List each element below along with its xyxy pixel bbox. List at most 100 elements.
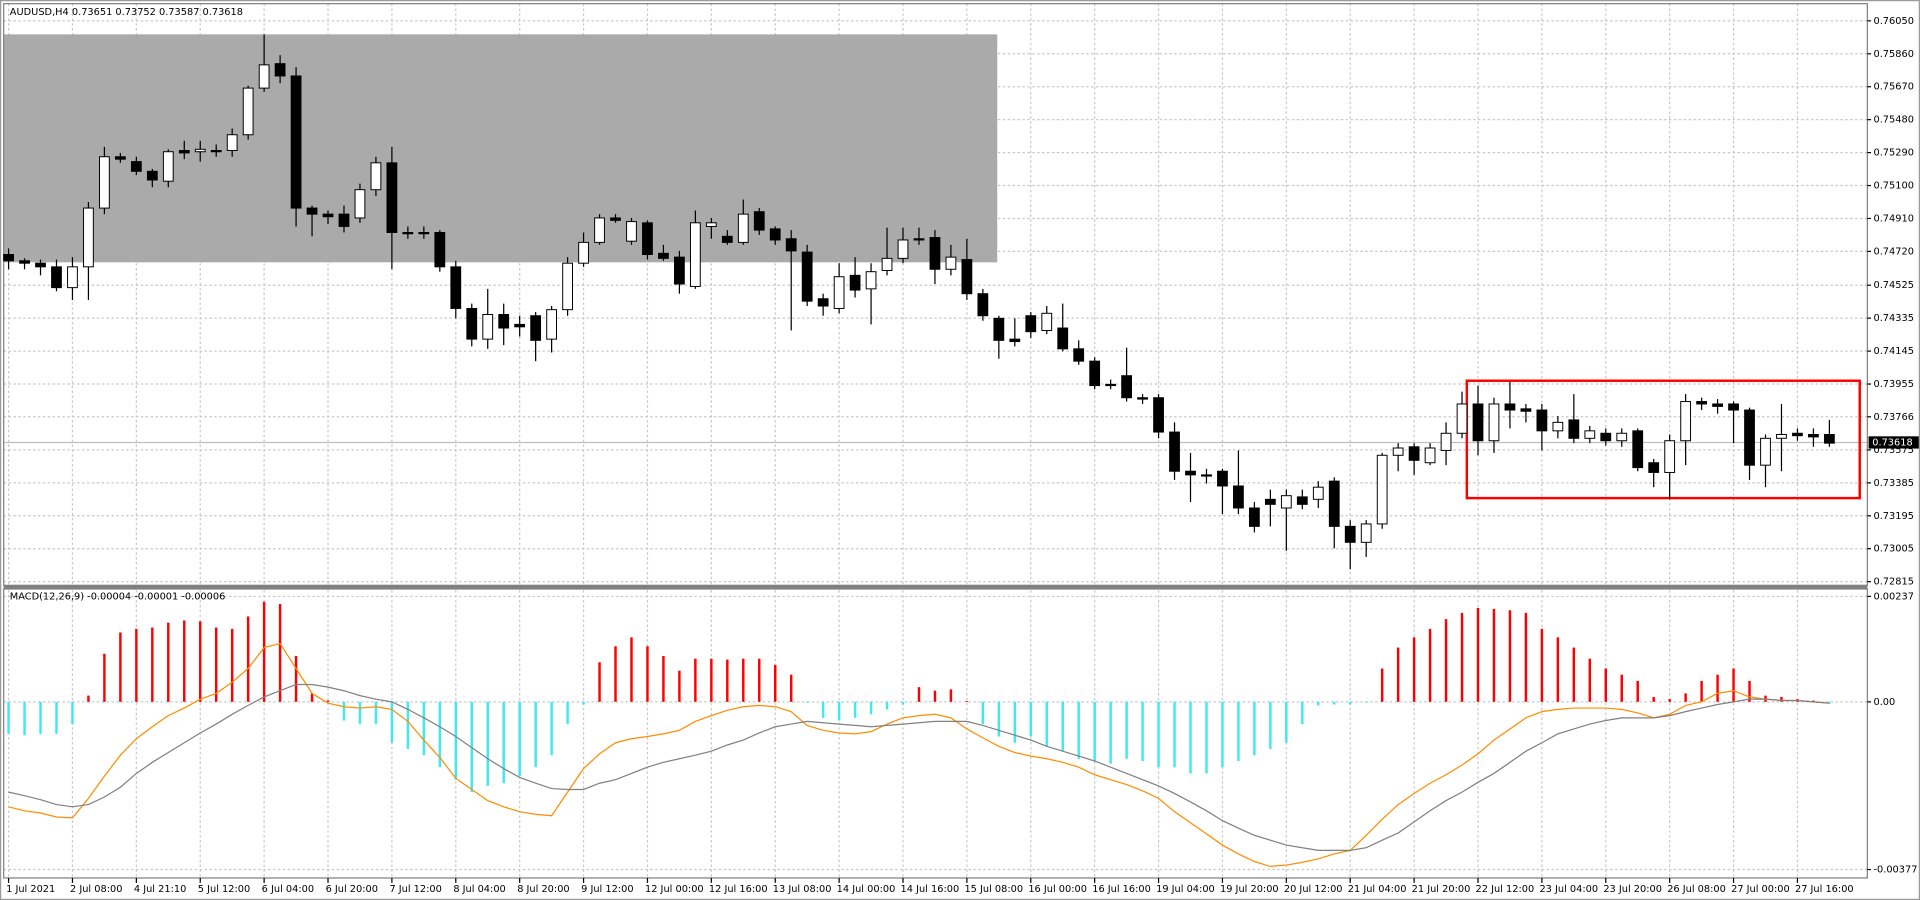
histogram-bar (1620, 674, 1623, 702)
histogram-bar (230, 628, 234, 702)
candle-body (35, 262, 46, 268)
x-tick-label: 9 Jul 12:00 (581, 884, 633, 895)
histogram-bar (1556, 637, 1560, 702)
candle-body (1121, 375, 1133, 399)
candle-body (1472, 403, 1484, 442)
candle-body (737, 213, 749, 243)
x-tick-label: 23 Jul 04:00 (1539, 884, 1598, 895)
candle-body (19, 260, 30, 264)
x-tick-label: 2 Jul 08:00 (70, 884, 122, 895)
candle-body (386, 162, 398, 234)
y-tick-label: 0.75480 (1873, 115, 1913, 126)
candle-body (482, 314, 494, 340)
candle-body (1600, 432, 1612, 442)
x-tick-label: 1 Jul 2021 (6, 884, 55, 895)
histogram-bar (454, 701, 458, 780)
y-tick-label: 0.73766 (1873, 412, 1913, 423)
y-tick-label: 0.76050 (1873, 16, 1913, 27)
candle-body (1728, 403, 1739, 411)
candle-body (1632, 430, 1644, 469)
candle-body (929, 237, 941, 270)
x-tick-label: 19 Jul 20:00 (1220, 884, 1279, 895)
candle-body (689, 222, 701, 287)
histogram-bar (821, 701, 825, 718)
candle-body (626, 221, 637, 242)
candle-body (705, 222, 717, 227)
candle-body (1280, 495, 1292, 509)
histogram-bar (550, 701, 553, 756)
y-tick-label: 0.73385 (1873, 478, 1913, 489)
candle-body (1073, 348, 1085, 362)
candle-body (1680, 401, 1692, 442)
candle-body (1568, 419, 1580, 439)
histogram-bar (390, 701, 394, 743)
candle-body (833, 276, 845, 309)
candle-body (1105, 383, 1117, 387)
histogram-bar (598, 662, 601, 702)
candle-body (1584, 430, 1596, 439)
candle-body (945, 256, 957, 270)
candle-body (242, 87, 254, 136)
histogram-bar (1540, 628, 1544, 702)
candle-body (1408, 446, 1420, 461)
histogram-bar (917, 687, 921, 702)
histogram-bar (1668, 699, 1671, 702)
candle-body (642, 222, 653, 256)
candle-body (306, 207, 318, 215)
histogram-bar (358, 701, 362, 725)
x-tick-label: 14 Jul 16:00 (901, 884, 960, 895)
histogram-bar (1380, 668, 1384, 702)
candle-body (1249, 507, 1260, 527)
candle-body (913, 238, 925, 241)
candle-body (1776, 433, 1787, 439)
y-tick-label: -0.00377 (1873, 865, 1917, 876)
candle-body (881, 257, 893, 271)
y-tick-label: 0.72815 (1873, 577, 1913, 588)
y-tick-label: 0.74145 (1873, 346, 1913, 357)
x-tick-label: 22 Jul 12:00 (1476, 884, 1535, 895)
histogram-bar (1588, 658, 1592, 702)
histogram-bar (1684, 693, 1687, 702)
last-price-box (1868, 436, 1919, 449)
candle-body (658, 252, 669, 259)
histogram-bar (1444, 619, 1448, 702)
histogram-bar (981, 701, 985, 725)
candle-body (1344, 525, 1356, 543)
candle-body (546, 309, 558, 340)
x-tick-label: 6 Jul 04:00 (262, 884, 314, 895)
histogram-bar (1061, 701, 1064, 752)
histogram-bar (837, 701, 841, 721)
candle-body (1456, 403, 1468, 434)
y-tick-label: 0.73195 (1873, 511, 1913, 522)
x-tick-label: 6 Jul 20:00 (326, 884, 378, 895)
histogram-bar (214, 627, 218, 702)
x-tick-label: 16 Jul 16:00 (1092, 884, 1151, 895)
y-tick-label: 0.00 (1873, 697, 1895, 708)
histogram-bar (1285, 701, 1288, 743)
histogram-bar (1780, 696, 1783, 702)
histogram-bar (1652, 696, 1655, 702)
histogram-bar (1301, 701, 1304, 725)
histogram-bar (1524, 612, 1528, 702)
candle-body (865, 271, 877, 290)
candle-body (1520, 408, 1532, 412)
histogram-bar (1077, 701, 1080, 759)
y-tick-label: 0.73575 (1873, 445, 1913, 456)
histogram-bar (1317, 701, 1320, 706)
histogram-bar (1349, 701, 1352, 705)
histogram-bar (774, 664, 777, 702)
histogram-bar (1748, 680, 1751, 702)
histogram-bar (1173, 701, 1176, 768)
histogram-bar (742, 658, 745, 702)
histogram-bar (39, 701, 42, 734)
histogram-bar (662, 656, 665, 702)
candle-body (1233, 485, 1244, 509)
candle-body (530, 315, 542, 341)
histogram-bar (694, 658, 697, 702)
candle-body (162, 151, 174, 182)
candle-body (67, 266, 78, 289)
histogram-bar (1732, 668, 1735, 702)
y-tick-label: 0.73955 (1873, 379, 1913, 390)
histogram-bar (789, 674, 793, 702)
candle-body (1025, 315, 1037, 333)
